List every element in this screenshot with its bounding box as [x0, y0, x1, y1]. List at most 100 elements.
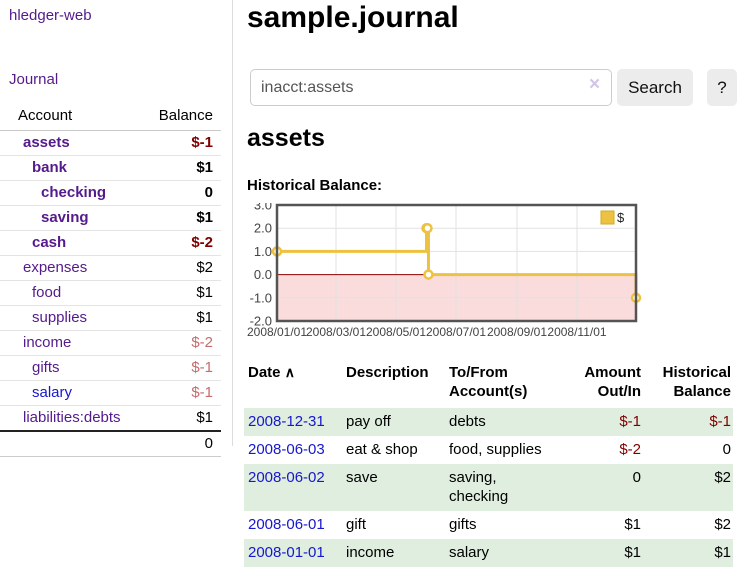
account-link-bank[interactable]: bank — [32, 159, 68, 176]
transaction-accounts: debts — [449, 413, 486, 430]
account-link-income[interactable]: income — [23, 334, 72, 351]
account-row: saving $1 — [0, 205, 221, 231]
register-header-amount: Amount Out/In — [584, 364, 641, 400]
register-header-date[interactable]: Date ∧ — [244, 358, 342, 408]
account-link-cash[interactable]: cash — [32, 234, 67, 251]
account-row: income $-2 — [0, 330, 221, 356]
transaction-description: income — [346, 544, 395, 561]
page-title: sample.journal — [247, 1, 459, 34]
account-row: bank $1 — [0, 155, 221, 181]
transaction-balance: $2 — [714, 516, 731, 533]
account-link-salary[interactable]: salary — [32, 384, 73, 401]
help-button[interactable]: ? — [707, 69, 737, 106]
transaction-description: eat & shop — [346, 441, 418, 458]
accounts-total-value: 0 — [145, 430, 221, 457]
transaction-balance: 0 — [722, 441, 731, 458]
balance-column-header: Balance — [145, 103, 221, 131]
transaction-balance: $2 — [714, 469, 731, 486]
account-row: supplies $1 — [0, 305, 221, 331]
search-input[interactable] — [250, 69, 612, 106]
account-balance: $-1 — [145, 380, 221, 406]
account-row: cash $-2 — [0, 230, 221, 256]
account-link-assets[interactable]: assets — [23, 134, 70, 151]
transaction-amount: 0 — [632, 469, 641, 486]
svg-text:2008/03/01: 2008/03/01 — [306, 325, 366, 339]
account-balance: $-2 — [145, 230, 221, 256]
account-balance: $-2 — [145, 330, 221, 356]
register-row: 2008-01-01 income salary $1 $1 — [244, 539, 733, 567]
svg-text:2.0: 2.0 — [254, 221, 272, 236]
svg-text:2008/05/01: 2008/05/01 — [366, 325, 426, 339]
account-link-gifts[interactable]: gifts — [32, 359, 60, 376]
sidebar-item-journal[interactable]: Journal — [9, 71, 59, 88]
app-brand-link[interactable]: hledger-web — [9, 7, 92, 24]
register-header-description: Description — [346, 364, 429, 381]
date-header-label: Date — [248, 364, 281, 381]
account-row: salary $-1 — [0, 380, 221, 406]
svg-text:2008/11/01: 2008/11/01 — [547, 325, 606, 339]
search-button[interactable]: Search — [617, 69, 693, 106]
svg-text:-2.0: -2.0 — [250, 314, 272, 329]
register-header-balance: Historical Balance — [662, 364, 731, 400]
svg-text:-1.0: -1.0 — [250, 290, 272, 305]
account-link-liabilities-debts[interactable]: liabilities:debts — [23, 409, 121, 426]
register-row: 2008-06-01 gift gifts $1 $2 — [244, 511, 733, 539]
transaction-date-link[interactable]: 2008-06-02 — [248, 469, 325, 486]
sort-ascending-icon: ∧ — [284, 364, 295, 380]
account-row: gifts $-1 — [0, 355, 221, 381]
account-row: assets $-1 — [0, 130, 221, 156]
accounts-total-row: 0 — [0, 430, 221, 457]
account-balance: 0 — [145, 180, 221, 206]
account-balance: $2 — [145, 255, 221, 281]
register-row: 2008-06-02 save saving, checking 0 $2 — [244, 464, 733, 511]
svg-text:2008/01/01: 2008/01/01 — [247, 325, 307, 339]
accounts-column-header: Account — [0, 103, 146, 131]
transaction-balance: $-1 — [709, 413, 731, 430]
account-balance: $-1 — [145, 355, 221, 381]
transaction-amount: $1 — [624, 516, 641, 533]
account-balance: $-1 — [145, 130, 221, 156]
clear-search-icon[interactable]: × — [589, 74, 601, 95]
transaction-description: pay off — [346, 413, 391, 430]
account-link-checking[interactable]: checking — [41, 184, 107, 201]
accounts-balance-table: Account Balance assets $-1 bank $1 check… — [0, 103, 221, 457]
account-balance: $1 — [145, 280, 221, 306]
register-row: 2008-06-03 eat & shop food, supplies $-2… — [244, 436, 733, 464]
transaction-amount: $-2 — [619, 441, 641, 458]
sidebar: hledger-web Journal Account Balance asse… — [0, 0, 233, 457]
transaction-date-link[interactable]: 2008-06-03 — [248, 441, 325, 458]
account-link-saving[interactable]: saving — [41, 209, 89, 226]
transaction-accounts: food, supplies — [449, 441, 542, 458]
transaction-accounts: saving, checking — [449, 469, 509, 505]
transaction-date-link[interactable]: 2008-06-01 — [248, 516, 325, 533]
transaction-amount: $1 — [624, 544, 641, 561]
account-row: checking 0 — [0, 180, 221, 206]
svg-text:2008/09/01: 2008/09/01 — [487, 325, 547, 339]
svg-text:0.0: 0.0 — [254, 267, 272, 282]
account-row: liabilities:debts $1 — [0, 405, 221, 432]
register-row: 2008-12-31 pay off debts $-1 $-1 — [244, 408, 733, 436]
historical-balance-chart: $3.0 2.0 1.0 0.0 -1.0 -2.02008/01/012008/03/0… — [247, 203, 642, 339]
svg-text:1.0: 1.0 — [254, 244, 272, 259]
account-balance: $1 — [145, 155, 221, 181]
transaction-date-link[interactable]: 2008-12-31 — [248, 413, 325, 430]
account-row: food $1 — [0, 280, 221, 306]
register-table: Date ∧ Description To/From Account(s) Am… — [244, 358, 733, 567]
transaction-description: gift — [346, 516, 367, 533]
transaction-accounts: gifts — [449, 516, 477, 533]
account-balance: $1 — [145, 305, 221, 331]
transaction-amount: $-1 — [619, 413, 641, 430]
account-row: expenses $2 — [0, 255, 221, 281]
svg-text:$: $ — [617, 210, 625, 225]
transaction-date-link[interactable]: 2008-01-01 — [248, 544, 325, 561]
account-link-expenses[interactable]: expenses — [23, 259, 88, 276]
account-link-food[interactable]: food — [32, 284, 62, 301]
svg-text:3.0: 3.0 — [254, 203, 272, 213]
transaction-description: save — [346, 469, 378, 486]
chart-title: Historical Balance: — [247, 177, 383, 194]
account-link-supplies[interactable]: supplies — [32, 309, 88, 326]
account-balance: $1 — [145, 205, 221, 231]
transaction-balance: $1 — [714, 544, 731, 561]
account-balance: $1 — [145, 405, 221, 432]
account-heading: assets — [247, 124, 325, 152]
